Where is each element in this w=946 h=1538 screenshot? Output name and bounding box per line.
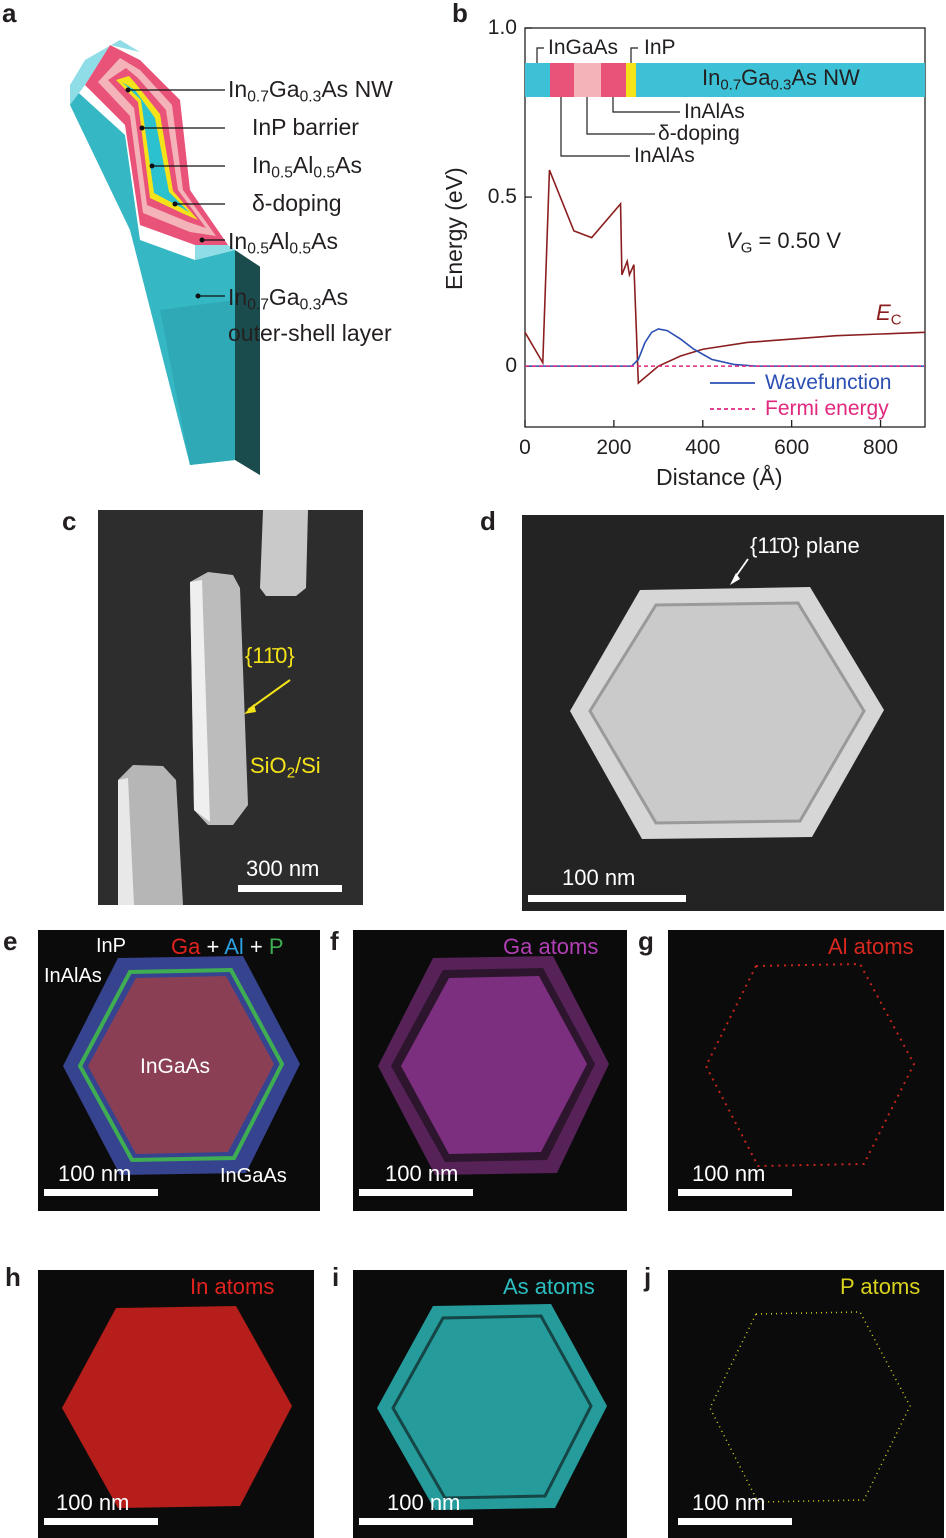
- series-wavefunction: [525, 328, 925, 367]
- eds-map-e: Ga + Al + P InP InAlAs InGaAs InGaAs 100…: [38, 930, 320, 1211]
- label-ingaas-core: InGaAs: [140, 1055, 211, 1078]
- y-tick-label: 0: [505, 354, 517, 378]
- layer-inp: [626, 63, 636, 97]
- scale-label-h: 100 nm: [56, 1490, 130, 1515]
- callout-inalas-1: In0.5Al0.5As: [252, 152, 362, 182]
- vg-annotation: VG = 0.50 V: [726, 228, 842, 257]
- scale-label-g: 100 nm: [692, 1161, 766, 1186]
- callout-outer-shell: In0.7Ga0.3As: [228, 284, 349, 314]
- legend-fermi-label: Fermi energy: [765, 397, 889, 420]
- substrate-label: SiO2/Si: [250, 753, 321, 782]
- eds-map-h: In atoms 100 nm: [38, 1270, 314, 1538]
- scale-bar-f: [359, 1189, 473, 1196]
- label-ingaas-shell: InGaAs: [220, 1165, 287, 1187]
- sem-image-c: {11̄0} SiO2/Si 300 nm: [98, 510, 363, 905]
- x-tick-label: 600: [774, 436, 810, 459]
- layer-inalas-2: [601, 63, 626, 97]
- ec-label: EC: [876, 300, 902, 329]
- scale-label-e: 100 nm: [58, 1161, 132, 1186]
- panel-label-f: f: [330, 926, 339, 956]
- map-title-j: P atoms: [840, 1274, 921, 1299]
- panel-label-j: j: [644, 1262, 652, 1292]
- scale-bar-g: [678, 1189, 792, 1196]
- layer-label-doping: δ-doping: [658, 122, 740, 145]
- x-axis-label: Distance (Å): [656, 464, 783, 490]
- callout-inalas-2: In0.5Al0.5As: [228, 228, 338, 258]
- eds-map-j: P atoms 100 nm: [668, 1270, 944, 1538]
- layer-label-ingaas: InGaAs: [548, 36, 619, 59]
- y-tick-label: 1.0: [487, 16, 517, 39]
- tem-image-d: {11̄0} plane 100 nm: [522, 515, 944, 911]
- label-inalas: InAlAs: [44, 965, 102, 987]
- map-title-h: In atoms: [190, 1274, 275, 1299]
- scale-bar-e: [44, 1189, 158, 1196]
- layer-delta-doping: [574, 63, 601, 97]
- plot-frame: [524, 27, 926, 428]
- label-inp: InP: [96, 935, 127, 957]
- energy-band-chart: [524, 27, 926, 428]
- scale-label-i: 100 nm: [387, 1490, 461, 1515]
- scale-bar-j: [678, 1518, 792, 1525]
- callout-delta-doping: δ-doping: [252, 190, 342, 216]
- callout-inp-barrier: InP barrier: [252, 114, 359, 140]
- x-tick-label: 800: [863, 436, 899, 459]
- nanowire-schematic: [70, 40, 260, 476]
- panel-label-c: c: [62, 506, 77, 536]
- series-e-c: [524, 169, 926, 385]
- scale-label-j: 100 nm: [692, 1490, 766, 1515]
- legend-wavefunction-label: Wavefunction: [765, 371, 892, 394]
- layer-label-inalas-bottom: InAlAs: [634, 144, 695, 167]
- callout-outer-shell-line2: outer-shell layer: [228, 320, 392, 346]
- layer-label-nw: In0.7Ga0.3As NW: [702, 65, 860, 94]
- scale-label-f: 100 nm: [385, 1161, 459, 1186]
- panel-label-g: g: [638, 926, 654, 956]
- facet-label: {11̄0}: [245, 643, 295, 668]
- scale-bar-i: [359, 1518, 473, 1525]
- panel-label-h: h: [5, 1262, 21, 1292]
- eds-map-f: Ga atoms 100 nm: [353, 930, 627, 1211]
- y-axis-label: Energy (eV): [441, 167, 467, 290]
- panel-label-b: b: [452, 0, 468, 28]
- x-tick-label: 400: [685, 436, 721, 459]
- scale-label-c: 300 nm: [246, 856, 320, 881]
- panel-label-e: e: [3, 926, 18, 956]
- map-title-g: Al atoms: [828, 934, 914, 959]
- callout-nw-core: In0.7Ga0.3As NW: [228, 76, 393, 106]
- layer-label-inalas-top: InAlAs: [684, 100, 745, 123]
- y-tick-label: 0.5: [487, 185, 517, 209]
- scale-bar-h: [44, 1518, 158, 1525]
- map-title-i: As atoms: [503, 1274, 595, 1299]
- plane-annotation: {11̄0} plane: [750, 533, 860, 558]
- panel-label-d: d: [480, 506, 496, 536]
- map-title-e: Ga + Al + P: [171, 934, 284, 959]
- map-title-f: Ga atoms: [503, 934, 599, 959]
- eds-map-g: Al atoms 100 nm: [668, 930, 944, 1211]
- panel-label-i: i: [332, 1262, 340, 1292]
- scale-bar-c: [238, 885, 342, 892]
- x-tick-label: 200: [596, 436, 632, 459]
- scale-label-d: 100 nm: [562, 865, 636, 890]
- layer-inalas-1: [550, 63, 574, 97]
- panel-label-a: a: [2, 0, 17, 28]
- layer-label-inp: InP: [644, 36, 676, 59]
- x-tick-label: 0: [519, 436, 531, 459]
- eds-map-i: As atoms 100 nm: [353, 1270, 627, 1538]
- scale-bar-d: [528, 895, 686, 902]
